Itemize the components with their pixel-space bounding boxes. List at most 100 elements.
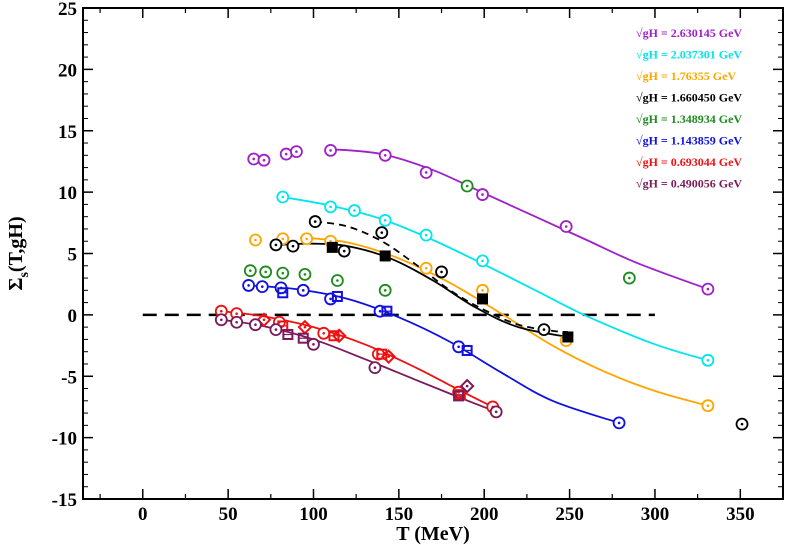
y-tick-label: -15	[52, 490, 77, 511]
y-tick-label: 5	[68, 245, 78, 266]
x-tick-label: 100	[299, 504, 328, 525]
fit-curve	[282, 196, 709, 362]
y-axis-title: Σs(T,gH)	[5, 216, 32, 290]
circle-point-dot	[219, 309, 223, 313]
diamond-point-dot	[303, 325, 307, 329]
circle-point-dot	[353, 209, 356, 212]
diamond-point-dot	[262, 318, 266, 322]
diamond-point	[256, 312, 272, 328]
axis-ticks	[83, 7, 784, 500]
square-point	[326, 241, 338, 253]
x-tick-label: 250	[555, 504, 584, 525]
circle-point-dot	[295, 150, 298, 153]
circle-point-dot	[329, 149, 332, 152]
y-tick-label: -10	[52, 429, 77, 450]
circle-point-dot	[542, 328, 546, 331]
circle-point-dot	[706, 404, 710, 408]
legend-entry: √gH = 1.76355 GeV	[636, 69, 736, 83]
circle-point-dot	[301, 289, 305, 292]
legend-entry: √gH = 2.630145 GeV	[636, 26, 742, 40]
circle-point-dot	[281, 271, 285, 275]
y-tick-label: 25	[58, 0, 77, 20]
circle-point-dot	[706, 358, 710, 362]
circle-point-dot	[281, 195, 285, 199]
circle-point-dot	[247, 284, 250, 287]
circle-point-dot	[380, 231, 384, 234]
circle-point-dot	[481, 259, 484, 263]
x-tick-label: 200	[470, 504, 499, 525]
circle-point-dot	[313, 220, 317, 223]
square-point	[562, 331, 574, 343]
legend-entry: √gH = 1.348934 GeV	[636, 112, 742, 126]
circle-point-dot	[424, 171, 428, 174]
x-axis-title: T (MeV)	[396, 523, 470, 545]
tick-labels: 0 50 100 150 200 250 300 350 -15 -10 -5 0 5 10 15 20 25	[52, 0, 755, 525]
legend-entry: √gH = 2.037301 GeV	[636, 48, 742, 62]
square-point	[477, 293, 489, 305]
circle-point-dot	[260, 285, 264, 288]
y-tick-label: 15	[58, 122, 77, 143]
y-axis-subscript: s	[17, 272, 32, 278]
diamond-point-dot	[337, 334, 341, 338]
circle-point-dot	[303, 273, 307, 276]
circle-point-dot	[424, 233, 428, 237]
circle-point-dot	[252, 157, 256, 161]
circle-point-dot	[281, 237, 285, 241]
circle-point-dot	[564, 225, 568, 228]
circle-point-dot	[740, 422, 744, 426]
circle-point-dot	[254, 238, 257, 242]
legend: √gH = 2.630145 GeV √gH = 2.037301 GeV √gH …	[636, 26, 742, 191]
y-tick-label: 10	[58, 183, 77, 204]
legend-entry: √gH = 1.660450 GeV	[636, 91, 742, 105]
plot-frame	[82, 7, 784, 500]
x-tick-label: 0	[138, 504, 148, 525]
fit-curve	[248, 284, 620, 424]
circle-point-dot	[274, 243, 278, 247]
fit-curve	[299, 236, 709, 407]
circle-point-dot	[219, 318, 223, 322]
x-tick-label: 150	[385, 504, 414, 525]
circle-point-dot	[274, 328, 278, 331]
legend-entry: √gH = 1.143859 GeV	[636, 134, 742, 148]
diamond-point-dot	[465, 384, 469, 388]
square-point	[379, 250, 391, 262]
circle-point-dot	[378, 309, 382, 313]
circle-point-dot	[494, 410, 498, 414]
circle-point-dot	[264, 270, 267, 274]
diamond-point	[381, 349, 397, 365]
circle-point-dot	[481, 289, 484, 292]
circle-point-dot	[305, 237, 308, 241]
data-points	[214, 143, 749, 431]
x-tick-label: 300	[641, 504, 670, 525]
circle-point-dot	[249, 269, 252, 272]
diamond-point	[459, 378, 475, 394]
circle-point-dot	[373, 366, 377, 369]
circle-point-dot	[440, 270, 443, 274]
circle-point-dot	[312, 343, 315, 346]
circle-point-dot	[706, 287, 710, 291]
circle-point-dot	[383, 219, 387, 222]
circle-point-dot	[383, 289, 387, 292]
circle-point-dot	[424, 266, 428, 270]
circle-point-dot	[254, 323, 257, 326]
legend-entry: √gH = 0.490056 GeV	[636, 177, 742, 191]
circle-point-dot	[465, 184, 469, 188]
circle-point-dot	[235, 320, 238, 324]
y-tick-label: 0	[68, 306, 78, 327]
diamond-point	[331, 328, 347, 344]
fit-curve	[275, 242, 569, 338]
circle-point-dot	[457, 345, 460, 349]
circle-point-dot	[336, 279, 339, 282]
circle-point-dot	[342, 249, 346, 253]
x-tick-label: 350	[726, 504, 755, 525]
circle-point-dot	[628, 276, 631, 280]
x-tick-label: 50	[219, 504, 238, 525]
circle-point-dot	[383, 154, 387, 157]
circle-point-dot	[329, 297, 332, 301]
y-axis-symbol: Σ	[5, 278, 27, 291]
circle-point-dot	[291, 244, 295, 248]
circle-point-dot	[617, 421, 621, 425]
circle-point-dot	[284, 152, 288, 156]
circle-point-dot	[329, 205, 332, 209]
